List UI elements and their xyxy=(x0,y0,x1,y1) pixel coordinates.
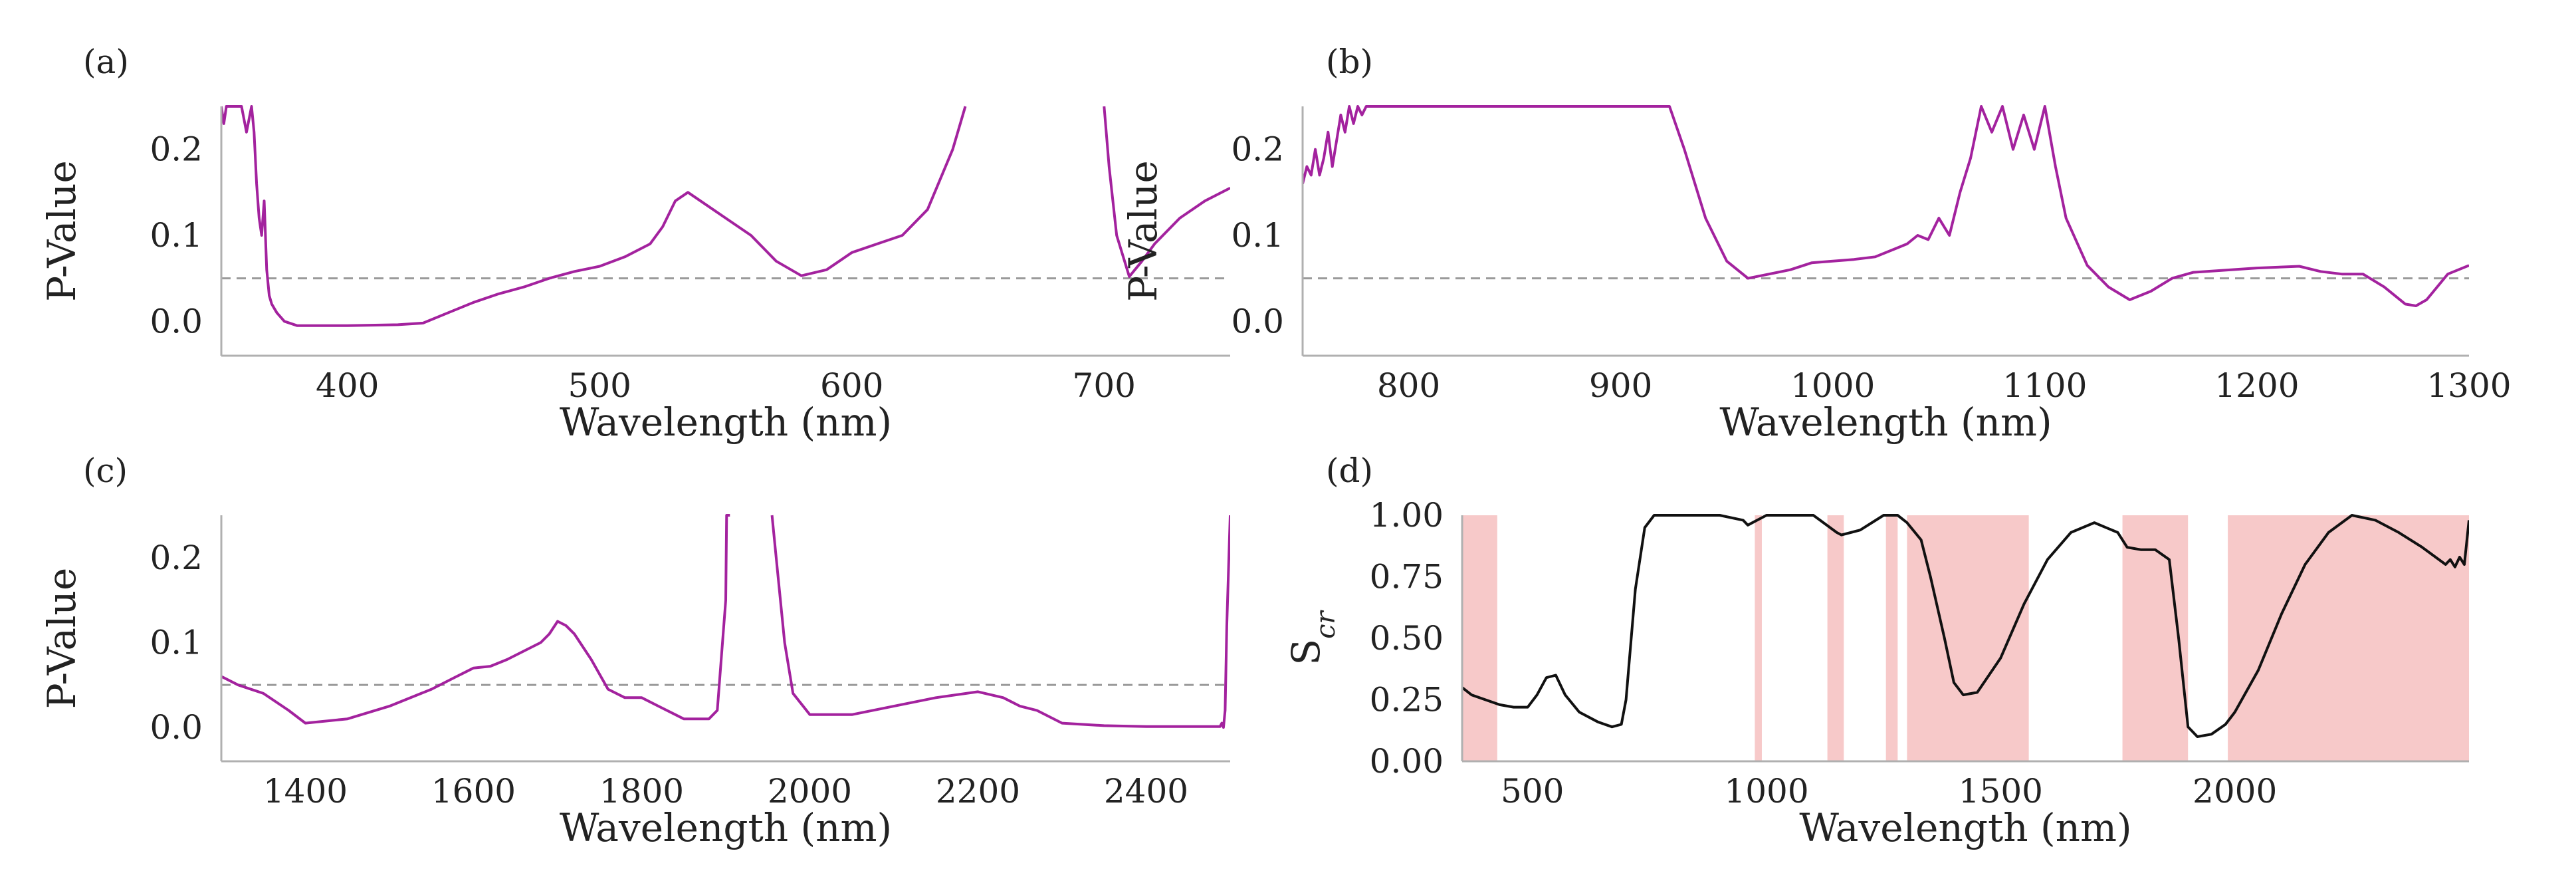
panel-a: 400 500 600 700 0.0 0.1 0.2 Wavelength (nm) P-Va… xyxy=(39,43,1230,445)
x-tick-label: 1800 xyxy=(599,772,684,810)
panel-c: 1400 1600 1800 2000 2200 2400 0.0 0.1 0.2 Wavelen… xyxy=(39,451,1230,850)
highlight-band-3 xyxy=(1827,515,1844,761)
x-tick-label: 1600 xyxy=(431,772,516,810)
x-tick-label: 1400 xyxy=(263,772,348,810)
y-tick-label: 0.0 xyxy=(150,302,203,340)
x-tick-label: 2000 xyxy=(768,772,852,810)
x-axis-title: Wavelength (nm) xyxy=(560,400,892,445)
y-axis-title: P-Value xyxy=(1121,160,1166,302)
y-tick-label: 0.0 xyxy=(150,708,203,747)
x-tick-label: 2400 xyxy=(1104,772,1188,810)
x-tick-label: 500 xyxy=(1501,772,1564,810)
x-tick-label: 600 xyxy=(820,366,883,405)
y-axis-title: P-Value xyxy=(39,568,84,709)
x-tick-label: 500 xyxy=(568,366,631,405)
series-line-1 xyxy=(1462,514,2469,738)
highlight-band-6 xyxy=(2122,515,2189,761)
x-axis-title: Wavelength (nm) xyxy=(1799,805,2131,850)
x-tick-label: 2200 xyxy=(936,772,1020,810)
y-tick-label: 0.2 xyxy=(1231,130,1284,169)
y-tick-label: 0.50 xyxy=(1370,619,1444,658)
panel-b: 800 900 1000 1100 1200 1300 0.0 0.1 0.2 Wavelengt… xyxy=(1121,43,2512,445)
x-tick-label: 2000 xyxy=(2193,772,2277,810)
x-tick-label: 700 xyxy=(1073,366,1136,405)
y-tick-label: 0.0 xyxy=(1231,302,1284,340)
series-line-1 xyxy=(1303,105,2469,307)
x-axis-title: Wavelength (nm) xyxy=(560,805,892,850)
y-axis-title: Scr xyxy=(1283,609,1341,665)
x-tick-label: 900 xyxy=(1589,366,1652,405)
y-axis-title-subscript: cr xyxy=(1311,609,1341,638)
x-tick-label: 1200 xyxy=(2214,366,2299,405)
highlight-band-2 xyxy=(1755,515,1762,761)
series-line-1 xyxy=(221,514,1230,729)
y-axis-title: P-Value xyxy=(39,160,84,302)
x-tick-label: 1100 xyxy=(2002,366,2087,405)
panel-label: (d) xyxy=(1326,451,1373,490)
highlight-band-4 xyxy=(1885,515,1898,761)
y-tick-label: 0.2 xyxy=(150,130,203,169)
panel-label: (a) xyxy=(83,43,129,81)
x-tick-label: 400 xyxy=(316,366,379,405)
y-tick-label: 0.00 xyxy=(1370,742,1444,781)
panel-label: (b) xyxy=(1326,43,1373,81)
x-axis-title: Wavelength (nm) xyxy=(1719,400,2052,445)
y-tick-label: 0.75 xyxy=(1370,558,1444,596)
panel-d: 500 1000 1500 2000 0.00 0.25 0.50 0.75 1.00 Wavel… xyxy=(1283,451,2469,850)
highlight-band-7 xyxy=(2228,515,2469,761)
y-tick-label: 0.1 xyxy=(150,623,203,662)
y-tick-label: 1.00 xyxy=(1370,496,1444,535)
y-tick-label: 0.2 xyxy=(150,539,203,577)
x-tick-label: 1500 xyxy=(1959,772,2043,810)
panel-label: (c) xyxy=(83,451,128,490)
y-tick-label: 0.1 xyxy=(150,216,203,255)
x-tick-label: 800 xyxy=(1377,366,1440,405)
x-tick-label: 1000 xyxy=(1790,366,1875,405)
series-line-1 xyxy=(221,105,1230,327)
x-tick-label: 1300 xyxy=(2426,366,2511,405)
y-tick-label: 0.1 xyxy=(1231,216,1284,255)
x-tick-label: 1000 xyxy=(1724,772,1808,810)
highlight-band-1 xyxy=(1462,515,1497,761)
y-tick-label: 0.25 xyxy=(1370,681,1444,719)
